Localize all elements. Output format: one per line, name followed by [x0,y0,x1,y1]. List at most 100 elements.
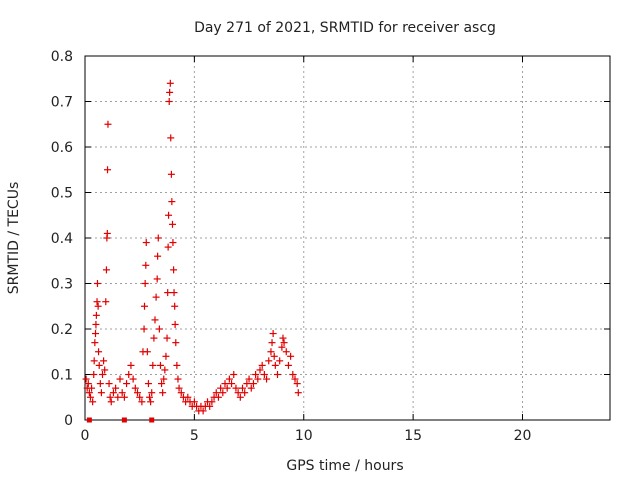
data-point [92,330,99,338]
flag-marker [86,417,92,423]
data-point [287,352,295,360]
data-point [89,398,97,406]
data-point [166,79,174,87]
data-point [141,302,148,310]
data-point [143,348,151,356]
data-point [263,375,271,383]
x-tick-label: 5 [190,428,199,444]
data-point [280,339,288,347]
data-point [252,371,260,378]
x-axis-label: GPS time / hours [286,458,403,474]
data-point [116,375,124,383]
data-point [138,398,146,406]
data-point [90,357,98,365]
data-point [156,361,164,369]
x-tick-label: 10 [295,428,313,444]
data-point [170,289,178,297]
data-point [168,198,176,206]
data-point [148,389,156,397]
data-point [134,389,141,397]
data-point [254,375,262,383]
data-point [120,393,128,401]
data-point [245,375,253,383]
data-point [260,371,268,378]
y-tick-label: 0.1 [51,368,73,384]
data-point [99,371,106,378]
data-point [88,384,96,392]
data-point [265,357,273,365]
data-point [85,389,93,397]
data-point [82,375,90,383]
data-point [102,266,110,274]
data-point [270,352,278,360]
data-point [249,380,257,388]
data-point [221,380,229,388]
data-point [93,298,101,306]
data-point [279,334,287,342]
data-point [199,407,207,415]
data-point [141,280,149,287]
data-point [165,98,173,105]
data-point [103,229,111,237]
data-point [184,393,192,401]
data-point [95,361,103,369]
y-tick-label: 0.8 [51,49,73,65]
data-point [293,380,301,388]
y-tick-label: 0.4 [51,231,73,247]
data-point [161,366,169,374]
data-point [142,239,150,247]
data-point [118,389,126,397]
data-point [177,389,185,397]
data-point [92,320,100,328]
data-point [154,252,162,260]
data-point [284,361,292,369]
data-point [93,280,101,287]
data-points [82,79,302,423]
data-point [247,384,255,392]
data-point [102,298,110,306]
y-tick-label: 0.3 [51,277,73,293]
data-point [278,343,286,351]
data-point [170,266,178,274]
y-tick-label: 0.6 [51,140,73,156]
data-point [190,398,198,406]
data-point [146,393,154,401]
data-point [91,339,99,347]
data-point [294,389,302,397]
data-point [149,361,157,369]
data-point [95,348,103,356]
data-point [171,320,179,328]
data-point [104,166,112,174]
data-point [165,211,173,219]
chart-title: Day 271 of 2021, SRMTID for receiver asc… [194,20,496,36]
data-point [106,393,114,401]
data-point [107,398,115,406]
data-point [282,348,290,356]
x-tick-label: 0 [81,428,90,444]
x-tick-label: 15 [404,428,422,444]
data-point [268,339,276,347]
data-point [162,352,170,360]
data-point [206,402,214,410]
data-point [90,371,98,378]
data-point [234,389,242,397]
data-point [127,361,135,369]
data-point [243,380,251,388]
data-point [97,389,105,397]
data-point [104,120,112,128]
data-point [172,339,180,347]
data-point [212,389,220,397]
data-point [164,289,172,297]
data-point [173,361,181,369]
data-point [166,88,174,96]
data-point [154,234,162,242]
data-point [256,366,264,374]
x-axis: 0 5 10 15 20 [81,56,531,444]
data-point [86,393,94,401]
data-point [109,389,117,397]
data-point [100,357,108,365]
data-point [153,275,161,283]
data-point [269,330,277,338]
data-point [155,325,163,333]
